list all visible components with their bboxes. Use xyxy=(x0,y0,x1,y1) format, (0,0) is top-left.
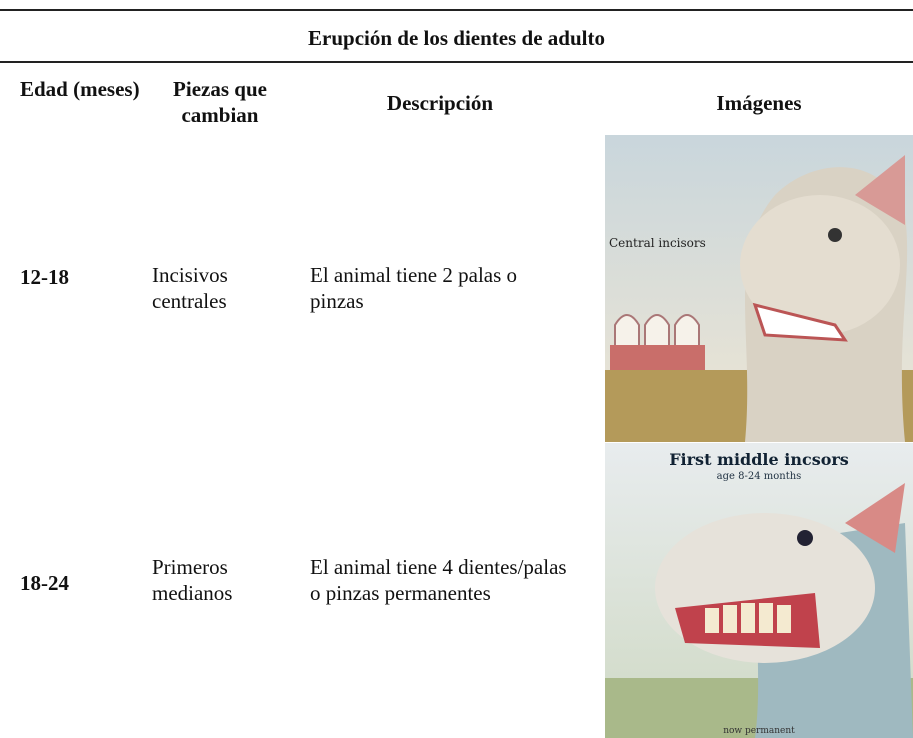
teeth-cell: Primeros medianos xyxy=(152,555,233,605)
table-title: Erupción de los dientes de adulto xyxy=(308,26,605,50)
image-label: First middle incsors xyxy=(669,450,849,469)
image-label: Central incisors xyxy=(609,236,706,250)
sheep-image: First middle incsors age 8-24 months now… xyxy=(605,443,913,738)
header-rule xyxy=(0,61,913,63)
image-label: now permanent xyxy=(723,726,795,736)
age-cell: 18-24 xyxy=(20,571,69,595)
top-rule xyxy=(0,9,913,11)
sheep-image: Central incisors xyxy=(605,135,913,442)
header-cell: Edad (meses) xyxy=(20,77,140,101)
description-cell: El animal tiene 2 palas o pinzas xyxy=(310,263,518,313)
age-cell: 12-18 xyxy=(20,265,69,289)
header-cell: Descripción xyxy=(386,91,494,115)
image-label: age 8-24 months xyxy=(717,471,802,482)
description-cell: El animal tiene 4 dientes/palas o pinzas… xyxy=(310,555,567,605)
header-cell: Imágenes xyxy=(716,91,802,115)
teeth-cell: Incisivos centrales xyxy=(152,263,228,313)
header-cell: Piezas que cambian xyxy=(173,77,267,127)
